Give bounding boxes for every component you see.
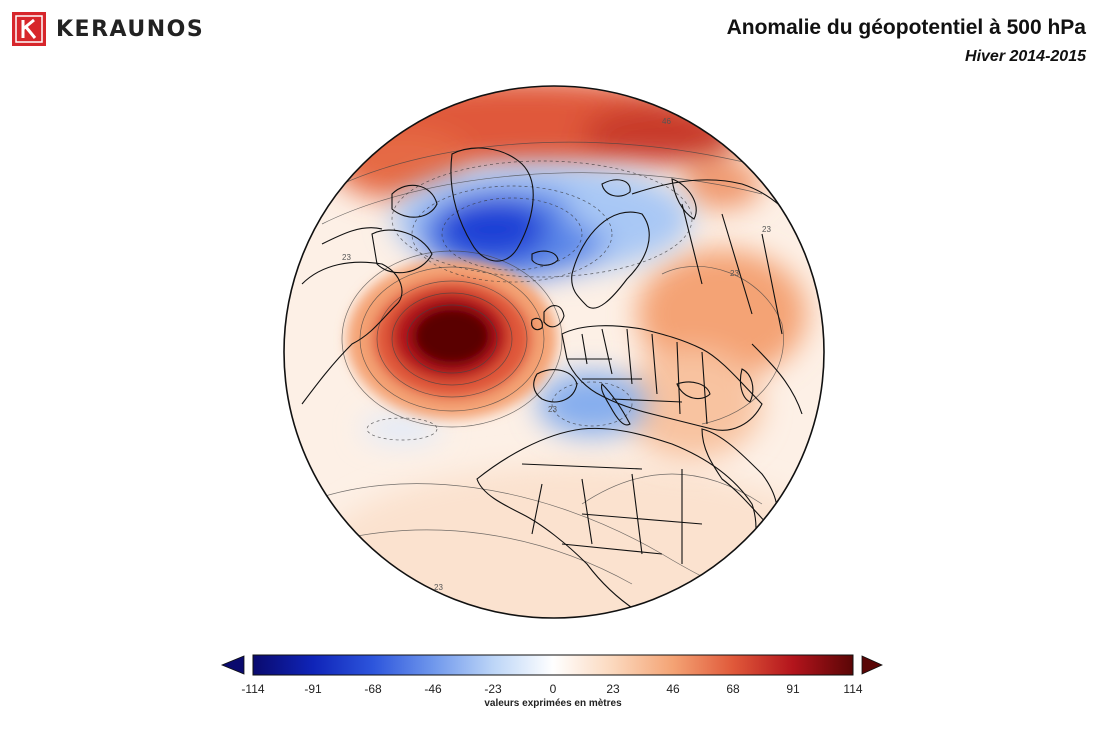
colorbar-tick-label: -91 (304, 682, 322, 696)
page-subtitle: Hiver 2014-2015 (965, 48, 1086, 65)
colorbar-tick-label: -23 (484, 682, 502, 696)
contour-label: 23 (434, 583, 443, 592)
page-title: Anomalie du géopotentiel à 500 hPa (726, 16, 1086, 39)
colorbar-tick-label: 46 (666, 682, 680, 696)
colorbar-tick-label: -68 (364, 682, 382, 696)
colorbar-tick-label: -46 (424, 682, 442, 696)
keraunos-k-logo-icon (12, 12, 46, 46)
colorbar-caption: valeurs exprimées en mètres (484, 698, 622, 709)
colorbar-tick-label: 0 (549, 682, 557, 696)
brand-logo: KERAUNOS (12, 12, 204, 46)
brand-name: KERAUNOS (56, 16, 205, 42)
colorbar-tick-label: 23 (606, 682, 620, 696)
geopotential-anomaly-map: 23 23 23 46 23 23 (283, 85, 825, 619)
colorbar-tick-label: -114 (241, 682, 265, 696)
contour-label: 23 (730, 269, 739, 278)
colorbar-tick-label: 68 (726, 682, 740, 696)
colorbar-tick-label: 114 (843, 682, 863, 696)
contour-label: 23 (762, 225, 771, 234)
colorbar (220, 654, 883, 676)
contour-label: 46 (662, 117, 671, 126)
colorbar-min-arrow-icon (220, 655, 245, 675)
contour-label: 23 (342, 253, 351, 262)
contour-label: 23 (548, 405, 557, 414)
colorbar-max-arrow-icon (861, 655, 883, 675)
colorbar-tick-label: 91 (786, 682, 800, 696)
